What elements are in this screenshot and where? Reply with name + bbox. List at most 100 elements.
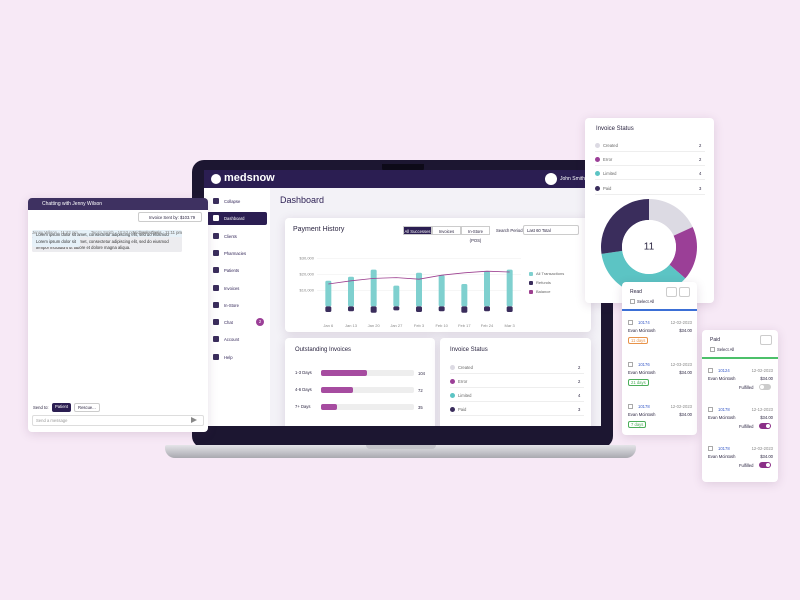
sidebar-icon — [213, 215, 219, 222]
donut-segment — [649, 199, 693, 236]
checkbox[interactable] — [708, 446, 713, 451]
y-tick-label: $20,000 — [300, 271, 315, 276]
status-label: Fulfilled — [739, 385, 754, 390]
patient-name: Evan Mcintosh — [708, 415, 736, 420]
laptop-notch — [382, 164, 424, 172]
sidebar-item[interactable]: Dashboard — [224, 216, 245, 222]
sidebar-item[interactable]: Collapse — [224, 199, 241, 204]
bar — [438, 275, 445, 307]
bar — [370, 306, 377, 313]
read-card: Read Select All 10174 12-02-2023 Evan Mcinto… — [622, 282, 697, 435]
status-dot — [450, 407, 455, 412]
age-tag: 21 days — [628, 379, 649, 386]
top-bar: medsnow John Smith — [204, 170, 601, 188]
sidebar-item[interactable]: Invoices — [224, 285, 240, 291]
avatar[interactable] — [545, 173, 557, 185]
legend-label: Refunds — [536, 280, 551, 285]
invoice-date: 12-02-2023 — [670, 404, 692, 409]
checkbox[interactable] — [628, 404, 633, 409]
invoice-id: 10178 — [638, 404, 650, 409]
row-value: 72 — [418, 388, 423, 393]
checkbox[interactable] — [708, 368, 713, 373]
user-name: John Smith — [560, 176, 586, 182]
y-tick-label: $30,000 — [300, 255, 315, 260]
trash-button[interactable] — [760, 335, 772, 345]
checkbox[interactable] — [628, 362, 633, 367]
x-tick-label: Feb 10 — [435, 323, 448, 328]
x-tick-label: Feb 17 — [458, 323, 471, 328]
message-bubble: Lorem ipsum dolor sit — [32, 237, 81, 247]
sidebar-icon — [213, 301, 219, 308]
bar — [506, 269, 513, 307]
status-value: 2 — [578, 365, 581, 370]
status-label: Limited — [458, 393, 472, 398]
sidebar-icon — [213, 232, 219, 239]
checkbox[interactable] — [630, 299, 635, 304]
sidebar-item[interactable]: Clients — [224, 233, 237, 239]
sidebar: Collapse Dashboard Clients Pharmacies Patien… — [204, 188, 270, 426]
card-title: Invoice Status — [450, 347, 488, 353]
recipient-chip[interactable]: Rescue... — [74, 403, 100, 412]
status-dot — [595, 143, 600, 148]
row-label: 7+ Days — [295, 404, 311, 409]
status-dot — [595, 157, 600, 163]
sidebar-item[interactable]: Patients — [224, 268, 240, 274]
invoice-date: 12-02-2023 — [670, 320, 692, 325]
fulfilled-toggle[interactable] — [759, 384, 771, 390]
divider — [622, 309, 697, 311]
send-button[interactable] — [191, 417, 197, 423]
bar — [325, 306, 332, 312]
message-input[interactable] — [32, 415, 204, 426]
status-label: Paid — [458, 407, 467, 412]
status-label: Created — [458, 365, 473, 370]
amount: $34.00 — [760, 376, 773, 381]
toggle-knob — [766, 463, 770, 467]
payment-chart: $10,000 $20,000 $30,000 Jan 6 Jan 13 Jan 20 Ja… — [300, 255, 565, 328]
tab[interactable]: All Successes — [403, 226, 432, 235]
sidebar-item[interactable]: Pharmacies — [224, 250, 247, 256]
legend-swatch — [529, 290, 533, 294]
send-button[interactable] — [666, 287, 677, 297]
fulfilled-toggle[interactable] — [759, 462, 771, 468]
fulfilled-toggle[interactable] — [759, 423, 771, 429]
card-title: Paid — [710, 337, 721, 343]
tab[interactable]: In-Store (POS) — [461, 226, 490, 243]
sidebar-item[interactable]: In-Store — [224, 302, 239, 308]
checkbox[interactable] — [710, 347, 715, 352]
chat-title: Chatting with Jenny Wilson — [42, 201, 103, 207]
invoice-id: 10178 — [718, 407, 730, 412]
sidebar-active — [207, 212, 267, 226]
laptop-hinge — [366, 445, 436, 449]
status-divider — [450, 401, 584, 402]
status-label: Created — [603, 143, 618, 148]
checkbox[interactable] — [628, 320, 633, 325]
outstanding-invoices-card: Outstanding Invoices 1-3 Days 104 4-6 Days 7… — [285, 338, 435, 426]
amount: $34.00 — [679, 328, 692, 333]
age-tag: 7 days — [628, 421, 647, 428]
tab[interactable]: Invoices — [432, 226, 461, 235]
invoice-status-card: Invoice Status Created 2 Error 2 Limited 4 Paid… — [440, 338, 591, 426]
bar — [370, 269, 377, 307]
status-divider — [595, 151, 705, 152]
invoice-id: 10174 — [638, 320, 650, 325]
status-label: Error — [458, 379, 468, 384]
chat-header — [28, 198, 208, 210]
period-select[interactable]: Last 60 Total — [523, 225, 579, 235]
invoice-id: 10176 — [638, 362, 650, 367]
sidebar-item[interactable]: Help — [224, 354, 233, 360]
patient-name: Evan Mcintosh — [628, 328, 656, 333]
status-value: 3 — [699, 185, 702, 191]
row-value: 35 — [418, 405, 423, 410]
checkbox[interactable] — [708, 407, 713, 412]
recipient-chip[interactable]: Patient — [52, 403, 72, 412]
invoice-badge-text: Invoice Sent by: $103.79 — [149, 215, 196, 220]
select-all: Select All — [637, 299, 655, 304]
bar — [321, 404, 337, 410]
sidebar-item[interactable]: Account — [224, 337, 240, 343]
amount: $34.00 — [760, 415, 773, 420]
status-label: Limited — [603, 171, 617, 177]
sidebar-item[interactable]: Chat — [224, 320, 233, 326]
app-screen: medsnow John Smith Collapse Dashboard Clie… — [204, 170, 601, 426]
archive-button[interactable] — [679, 287, 690, 297]
bar — [484, 271, 490, 307]
